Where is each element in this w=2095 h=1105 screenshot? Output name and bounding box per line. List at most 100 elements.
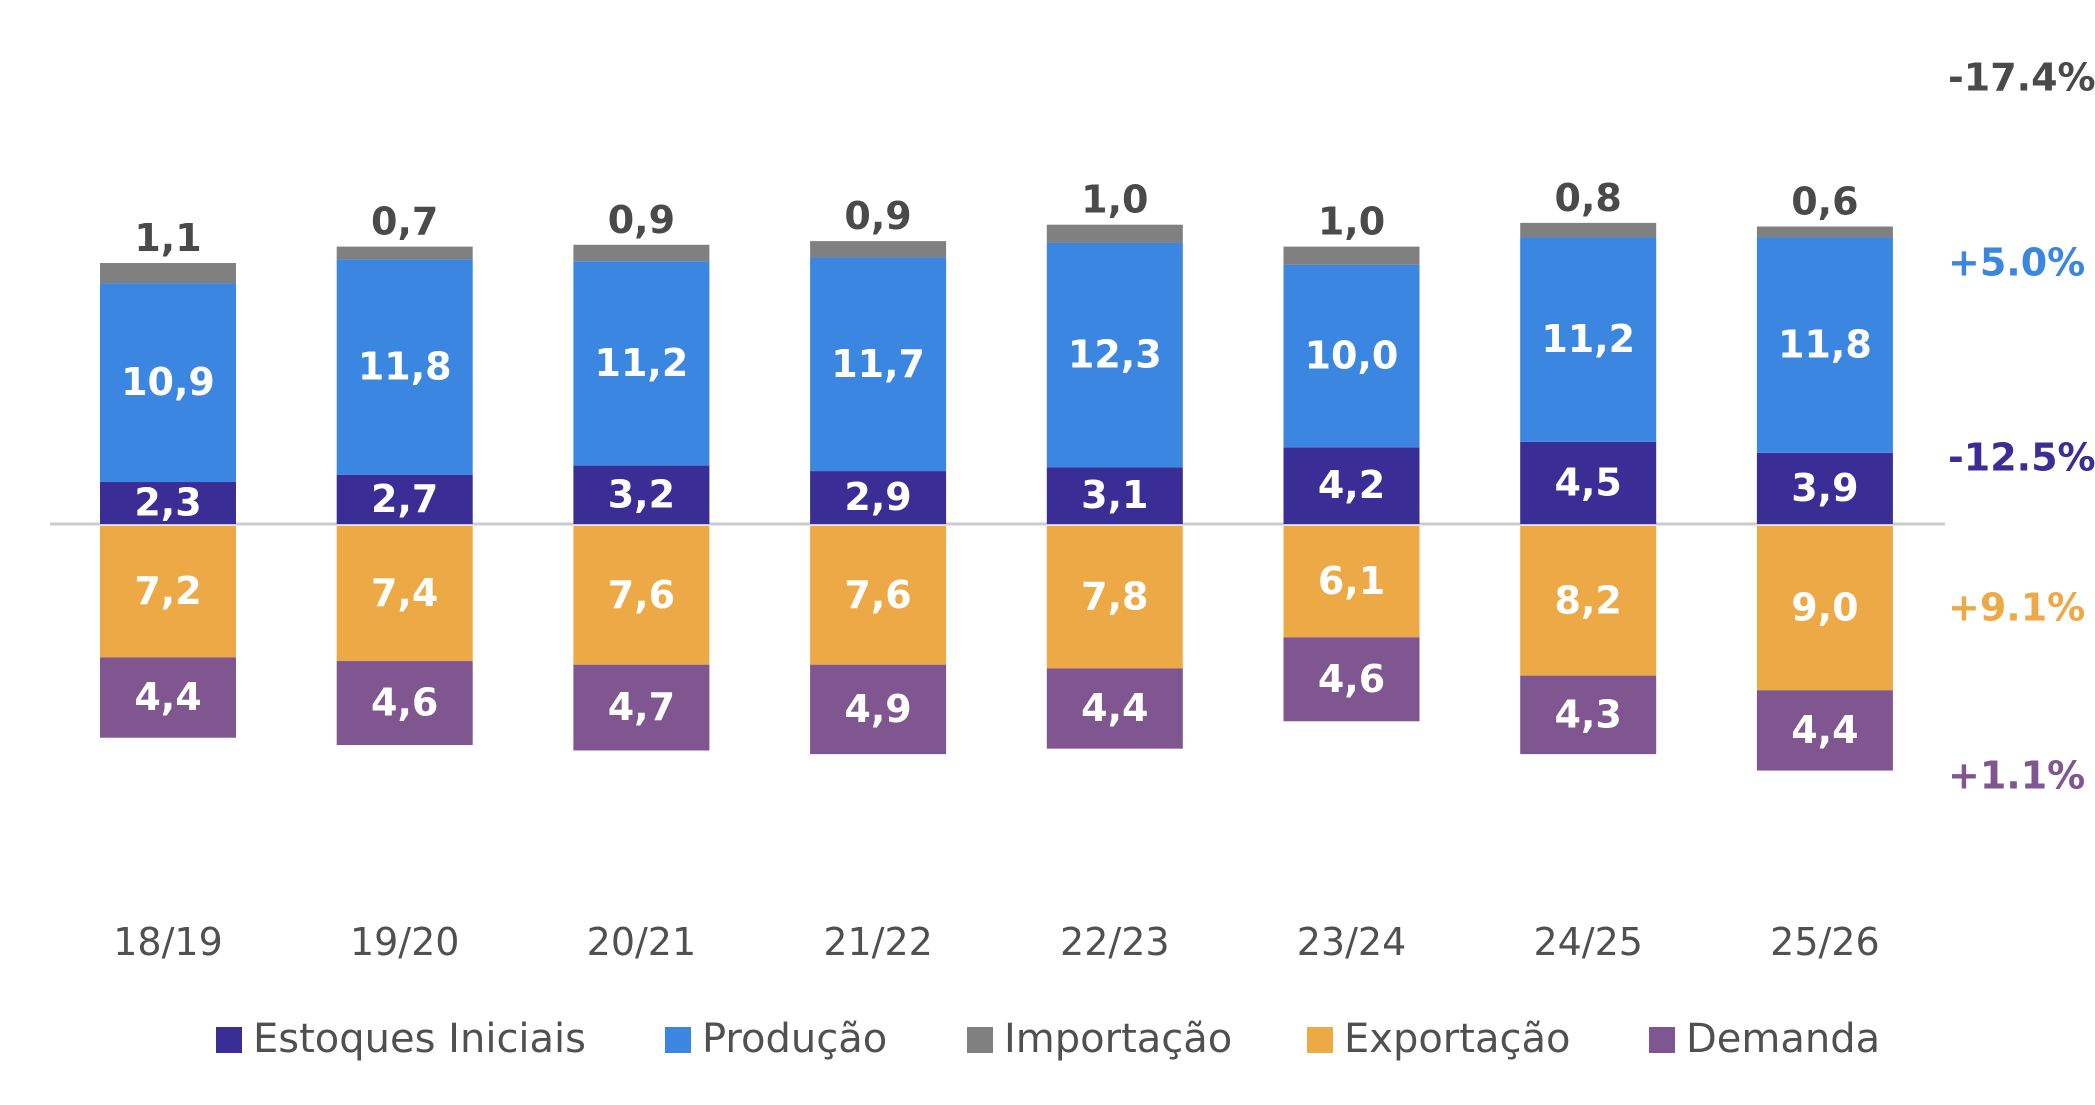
bar-segment [1520,441,1657,524]
data-label: 2,9 [844,475,911,519]
bar-segment [573,526,710,665]
bar-segment [1283,246,1420,265]
legend-label: Importação [1004,1016,1232,1062]
bar-segment [336,474,473,524]
bar-segment [810,241,947,258]
data-label: 4,4 [134,675,201,719]
bar-segment [1520,675,1657,755]
data-label: 4,2 [1318,463,1385,507]
bar-segment [336,246,473,260]
category-labels: 18/19 19/20 20/21 21/22 22/23 23/24 24/25 25/26 [113,920,1879,964]
data-label: 1,0 [1081,178,1148,222]
bar-segment [100,283,236,483]
bar-segment [1756,237,1893,453]
bar-segment [1046,242,1183,468]
data-label: 3,9 [1791,466,1858,510]
data-label: 4,4 [1081,686,1148,730]
x-tick-label: 24/25 [1533,920,1643,964]
bar-segment [100,526,236,658]
bar-segment [1520,237,1657,442]
data-label: 3,1 [1081,473,1148,517]
legend-swatch [1649,1027,1675,1053]
bar-segment [1756,226,1893,238]
bars-group [100,222,1893,771]
data-label: 4,7 [608,685,675,729]
data-label: 0,9 [608,198,675,242]
data-label: 6,1 [1318,559,1385,603]
data-label: 2,3 [134,481,201,525]
change-label: +9.1% [1948,586,2085,630]
bar-segment [1283,637,1420,722]
data-label: 1,0 [1318,200,1385,244]
bar-segment [336,526,473,662]
change-labels: -12.5% +5.0% -17.4% +9.1% +1.1% [1948,56,2095,798]
data-label: 1,1 [134,216,201,260]
data-label: 4,6 [371,681,438,725]
legend: Estoques Iniciais Produção Importação Expor… [216,1016,1880,1062]
bar-segment [810,526,947,665]
bar-segment [573,244,710,262]
data-label: 8,2 [1555,578,1622,622]
bar-segment [573,664,710,751]
data-label: 0,7 [371,200,438,244]
bar-segment [810,664,947,755]
data-label: 3,2 [608,472,675,516]
legend-swatch [665,1027,691,1053]
data-label: 12,3 [1068,333,1162,377]
data-label: 0,8 [1555,176,1622,220]
data-label: 11,2 [595,341,689,385]
bar-segment [1283,447,1420,524]
legend-label: Exportação [1344,1016,1570,1062]
data-label: 10,9 [121,360,215,404]
bar-segment [100,482,236,524]
bar-segment [1283,264,1420,448]
change-label: -17.4% [1948,56,2095,100]
data-label: 4,4 [1791,708,1858,752]
data-label: 4,5 [1555,460,1622,504]
legend-label: Estoques Iniciais [253,1016,586,1062]
bar-segment [336,661,473,745]
x-tick-label: 20/21 [587,920,697,964]
bar-segment [810,471,947,524]
data-label: 10,0 [1305,334,1399,378]
x-tick-label: 22/23 [1060,920,1170,964]
legend-swatch [216,1027,242,1053]
legend-swatch [967,1027,993,1053]
legend-swatch [1307,1027,1333,1053]
x-tick-label: 25/26 [1770,920,1880,964]
data-label: 4,9 [844,687,911,731]
x-tick-label: 21/22 [823,920,933,964]
bar-segment [1756,690,1893,771]
data-label: 4,6 [1318,657,1385,701]
bar-segment [336,259,473,475]
data-label: 7,6 [608,573,675,617]
bar-segment [1046,668,1183,749]
data-label: 11,7 [831,342,925,386]
bar-segment [100,263,236,284]
data-label: 4,3 [1555,692,1622,736]
legend-label: Produção [702,1016,887,1062]
bar-segment [1520,526,1657,676]
legend-label: Demanda [1686,1016,1880,1062]
data-label: 2,7 [371,477,438,521]
bar-segment [1756,526,1893,691]
labels-group: 2,3 10,9 1,1 7,2 4,4 2,7 11,8 0,7 7,4 4,6 3,2 11,2 0… [121,176,1872,752]
bar-segment [1520,222,1657,238]
bar-segment [1046,526,1183,669]
bar-segment [1283,526,1420,638]
data-label: 7,2 [134,569,201,613]
data-label: 11,2 [1541,317,1635,361]
data-label: 0,9 [844,194,911,238]
x-tick-label: 19/20 [350,920,460,964]
bar-segment [1756,452,1893,524]
data-label: 7,8 [1081,575,1148,619]
data-label: 11,8 [358,345,452,389]
data-label: 11,8 [1778,323,1872,367]
x-tick-label: 18/19 [113,920,223,964]
data-label: 0,6 [1791,180,1858,224]
data-label: 9,0 [1791,586,1858,630]
bar-segment [573,261,710,466]
bar-segment [1046,224,1183,243]
data-label: 7,6 [844,573,911,617]
